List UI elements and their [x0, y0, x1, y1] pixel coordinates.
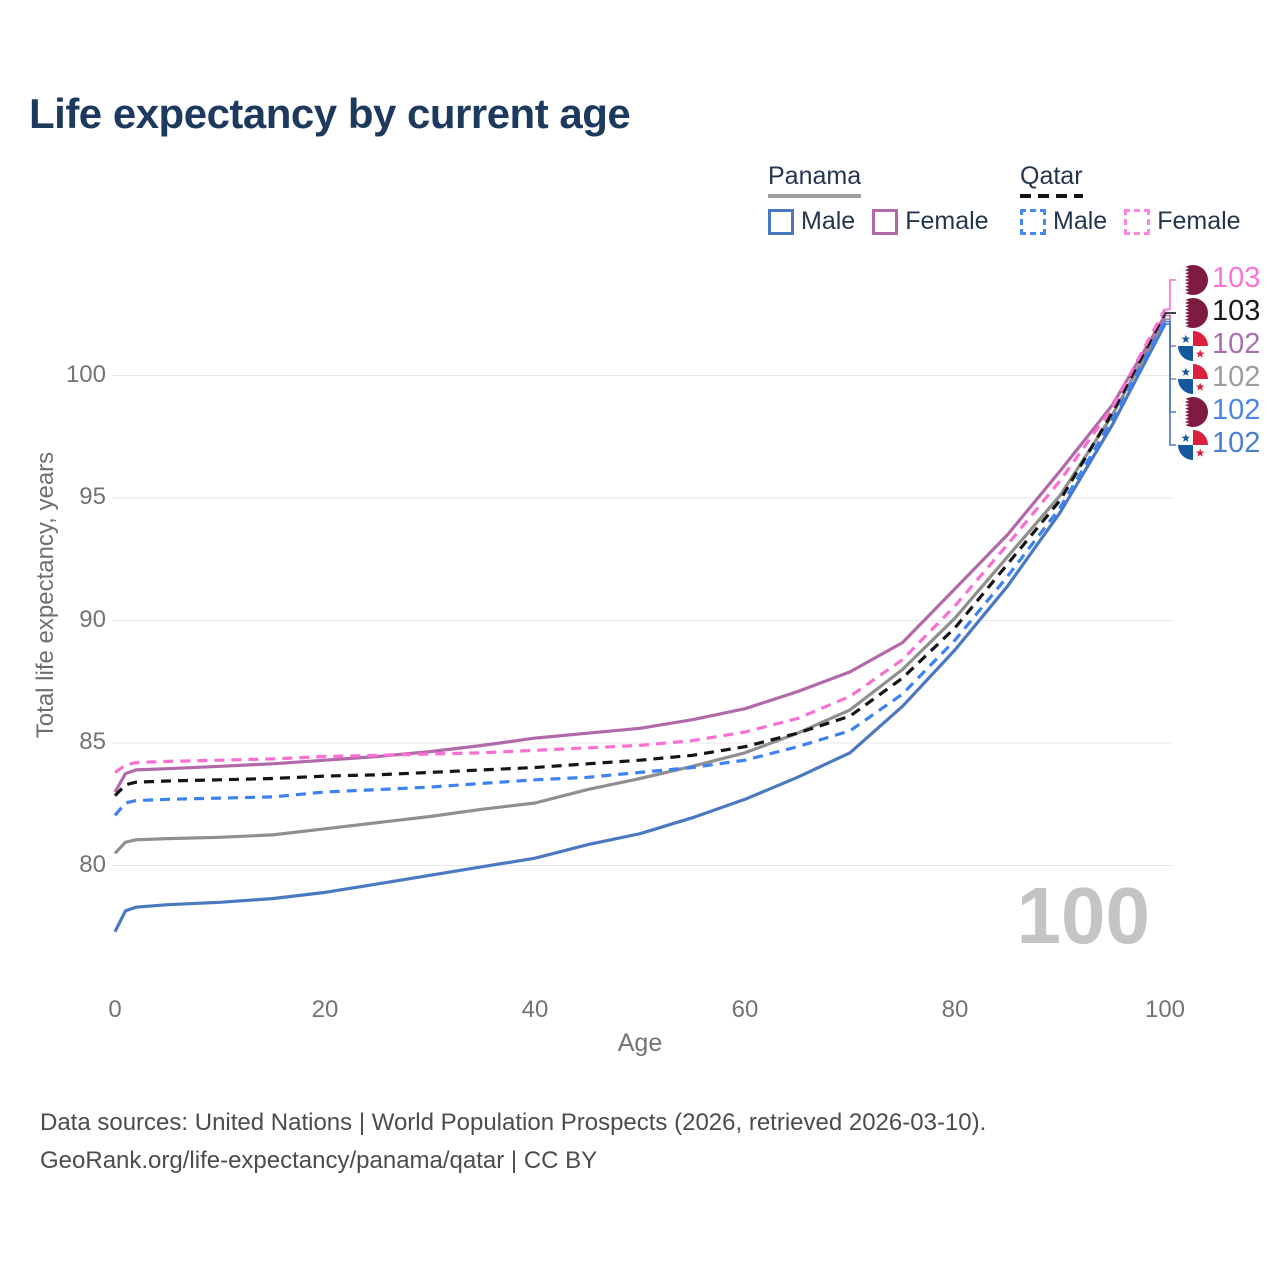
- panama-flag-icon: [1178, 430, 1208, 460]
- attribution-line: GeoRank.org/life-expectancy/panama/qatar…: [40, 1147, 598, 1174]
- series-line-qatar-total[interactable]: [113, 312, 1167, 797]
- panama-solid-line-sample: [768, 194, 862, 198]
- end-value-label-qatar-total: 103: [1212, 295, 1261, 327]
- data-sources-line: Data sources: United Nations | World Pop…: [40, 1109, 987, 1136]
- end-value-label-panama-total: 102: [1212, 361, 1261, 393]
- series-line-qatar-male[interactable]: [113, 320, 1167, 817]
- qatar-flag-icon: [1178, 265, 1208, 295]
- legend-label: Male: [801, 207, 856, 235]
- qatar-flag-icon: [1178, 397, 1208, 427]
- legend-label: Female: [905, 207, 989, 235]
- age-watermark: 100: [1016, 871, 1150, 960]
- x-tick-label: 20: [311, 996, 339, 1023]
- series-lines: [113, 308, 1167, 933]
- page-title: Life expectancy by current age: [29, 90, 631, 137]
- legend-group-qatar: Qatar Male Female: [1020, 162, 1241, 236]
- legend-item-panama-male[interactable]: Male: [768, 207, 855, 236]
- source-note: Data sources: United Nations | World Pop…: [40, 1104, 986, 1180]
- panama-flag-icon: [1178, 364, 1208, 394]
- y-tick-label: 85: [79, 728, 106, 755]
- series-line-panama-total[interactable]: [113, 318, 1167, 855]
- label-connector: [1165, 323, 1176, 446]
- y-tick-label: 90: [79, 605, 106, 633]
- end-value-label-qatar-female: 103: [1212, 262, 1261, 294]
- legend-item-panama-female[interactable]: Female: [872, 207, 989, 236]
- y-tick-label: 100: [65, 360, 106, 388]
- qatar-male-swatch-icon: [1020, 208, 1046, 235]
- panama-flag-icon: [1178, 331, 1208, 361]
- x-tick-label: 80: [941, 996, 969, 1023]
- end-value-label-panama-female: 102: [1212, 328, 1261, 360]
- legend-item-qatar-female[interactable]: Female: [1124, 207, 1241, 236]
- end-value-label-panama-male: 102: [1212, 427, 1261, 459]
- x-tick-label: 40: [521, 996, 549, 1023]
- qatar-flag-icon: [1178, 298, 1208, 328]
- legend-item-qatar-male[interactable]: Male: [1020, 207, 1107, 236]
- series-line-qatar-female[interactable]: [114, 308, 1167, 774]
- legend-header-panama: Panama: [768, 162, 862, 190]
- x-axis-title: Age: [617, 1029, 663, 1057]
- legend-header-qatar: Qatar: [1020, 162, 1083, 190]
- legend-label: Male: [1053, 207, 1108, 235]
- end-annotations: [1165, 265, 1208, 460]
- y-tick-label: 80: [79, 850, 106, 878]
- x-tick-label: 0: [108, 996, 122, 1023]
- gridlines: [112, 375, 1173, 866]
- y-tick-label: 95: [79, 483, 106, 510]
- legend-group-panama: Panama Male Female: [768, 162, 989, 236]
- legend-label: Female: [1157, 207, 1241, 235]
- end-value-label-qatar-male: 102: [1212, 394, 1261, 426]
- qatar-dashed-line-sample: [1020, 194, 1083, 198]
- label-connector: [1165, 279, 1176, 311]
- x-tick-label: 60: [731, 996, 759, 1023]
- y-axis-title: Total life expectancy, years: [32, 451, 59, 739]
- series-line-panama-male[interactable]: [113, 323, 1167, 933]
- qatar-female-swatch-icon: [1124, 208, 1151, 235]
- x-tick-label: 100: [1144, 996, 1186, 1023]
- panama-female-swatch-icon: [872, 208, 899, 235]
- series-line-panama-female[interactable]: [113, 314, 1167, 793]
- panama-male-swatch-icon: [768, 208, 794, 235]
